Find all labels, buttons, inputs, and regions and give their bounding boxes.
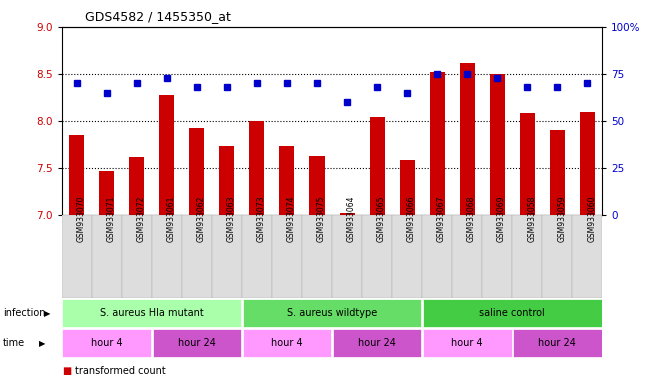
Text: hour 4: hour 4 xyxy=(91,338,122,348)
FancyBboxPatch shape xyxy=(422,300,602,327)
Text: GSM933063: GSM933063 xyxy=(227,196,236,242)
Text: GSM933072: GSM933072 xyxy=(137,196,146,242)
Text: hour 4: hour 4 xyxy=(271,338,303,348)
Bar xyxy=(189,127,204,215)
Text: hour 24: hour 24 xyxy=(178,338,216,348)
FancyBboxPatch shape xyxy=(152,329,242,357)
FancyBboxPatch shape xyxy=(542,215,572,298)
Bar xyxy=(400,161,415,215)
Text: time: time xyxy=(3,338,25,348)
FancyBboxPatch shape xyxy=(422,215,452,298)
Text: GSM933065: GSM933065 xyxy=(377,196,386,242)
Bar xyxy=(279,146,294,215)
Text: hour 4: hour 4 xyxy=(451,338,483,348)
FancyBboxPatch shape xyxy=(512,215,542,298)
Bar xyxy=(100,171,115,215)
Bar xyxy=(130,157,145,215)
FancyBboxPatch shape xyxy=(422,329,512,357)
FancyBboxPatch shape xyxy=(62,329,151,357)
FancyBboxPatch shape xyxy=(122,215,152,298)
FancyBboxPatch shape xyxy=(243,329,331,357)
Text: GSM933075: GSM933075 xyxy=(317,196,326,242)
Bar xyxy=(430,72,445,215)
Text: GSM933064: GSM933064 xyxy=(347,196,356,242)
Text: ▶: ▶ xyxy=(44,309,50,318)
FancyBboxPatch shape xyxy=(482,215,512,298)
FancyBboxPatch shape xyxy=(62,300,242,327)
Text: ▶: ▶ xyxy=(39,339,46,348)
Text: GSM933070: GSM933070 xyxy=(77,196,86,242)
Text: saline control: saline control xyxy=(479,308,545,318)
FancyBboxPatch shape xyxy=(182,215,212,298)
Bar xyxy=(579,113,594,215)
Bar xyxy=(249,121,264,215)
Bar xyxy=(460,63,475,215)
Bar xyxy=(219,146,234,215)
FancyBboxPatch shape xyxy=(513,329,602,357)
FancyBboxPatch shape xyxy=(452,215,482,298)
Text: GSM933062: GSM933062 xyxy=(197,196,206,242)
Text: hour 24: hour 24 xyxy=(538,338,576,348)
Bar xyxy=(70,135,85,215)
FancyBboxPatch shape xyxy=(302,215,332,298)
Bar xyxy=(159,94,174,215)
Text: GSM933067: GSM933067 xyxy=(437,196,446,242)
Bar xyxy=(340,213,355,215)
Text: GSM933060: GSM933060 xyxy=(587,196,596,242)
Text: S. aureus wildtype: S. aureus wildtype xyxy=(287,308,377,318)
Bar xyxy=(490,74,505,215)
FancyBboxPatch shape xyxy=(572,215,602,298)
Text: GSM933074: GSM933074 xyxy=(287,196,296,242)
Bar xyxy=(549,130,564,215)
FancyBboxPatch shape xyxy=(152,215,182,298)
Bar xyxy=(519,113,534,215)
Text: ■: ■ xyxy=(62,366,71,376)
FancyBboxPatch shape xyxy=(62,215,92,298)
Bar xyxy=(370,117,385,215)
FancyBboxPatch shape xyxy=(243,300,421,327)
Text: GSM933068: GSM933068 xyxy=(467,196,476,242)
Text: GSM933073: GSM933073 xyxy=(257,196,266,242)
FancyBboxPatch shape xyxy=(242,215,272,298)
FancyBboxPatch shape xyxy=(333,329,421,357)
FancyBboxPatch shape xyxy=(272,215,302,298)
FancyBboxPatch shape xyxy=(332,215,362,298)
Text: transformed count: transformed count xyxy=(75,366,165,376)
Text: S. aureus Hla mutant: S. aureus Hla mutant xyxy=(100,308,204,318)
Text: hour 24: hour 24 xyxy=(358,338,396,348)
Text: GSM933066: GSM933066 xyxy=(407,196,416,242)
FancyBboxPatch shape xyxy=(362,215,392,298)
FancyBboxPatch shape xyxy=(392,215,422,298)
Bar xyxy=(309,156,324,215)
Text: GDS4582 / 1455350_at: GDS4582 / 1455350_at xyxy=(85,10,230,23)
Text: GSM933071: GSM933071 xyxy=(107,196,116,242)
Text: GSM933069: GSM933069 xyxy=(497,196,506,242)
Text: GSM933058: GSM933058 xyxy=(527,196,536,242)
Text: infection: infection xyxy=(3,308,46,318)
Text: GSM933061: GSM933061 xyxy=(167,196,176,242)
Text: GSM933059: GSM933059 xyxy=(557,196,566,242)
FancyBboxPatch shape xyxy=(212,215,242,298)
FancyBboxPatch shape xyxy=(92,215,122,298)
